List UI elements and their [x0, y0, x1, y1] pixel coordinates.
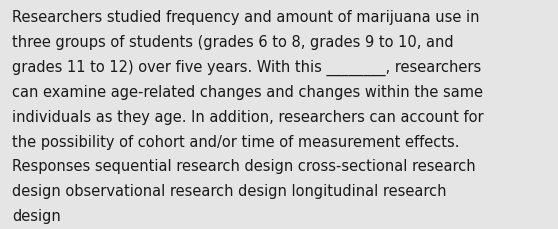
- Text: design: design: [12, 208, 61, 223]
- Text: grades 11 to 12) over five years. With this ________, researchers: grades 11 to 12) over five years. With t…: [12, 60, 482, 76]
- Text: the possibility of cohort and/or time of measurement effects.: the possibility of cohort and/or time of…: [12, 134, 460, 149]
- Text: design observational research design longitudinal research: design observational research design lon…: [12, 183, 447, 198]
- Text: individuals as they age. In addition, researchers can account for: individuals as they age. In addition, re…: [12, 109, 484, 124]
- Text: Responses sequential research design cross-sectional research: Responses sequential research design cro…: [12, 159, 476, 174]
- Text: can examine age-related changes and changes within the same: can examine age-related changes and chan…: [12, 85, 483, 99]
- Text: three groups of students (grades 6 to 8, grades 9 to 10, and: three groups of students (grades 6 to 8,…: [12, 35, 454, 50]
- Text: Researchers studied frequency and amount of marijuana use in: Researchers studied frequency and amount…: [12, 10, 480, 25]
